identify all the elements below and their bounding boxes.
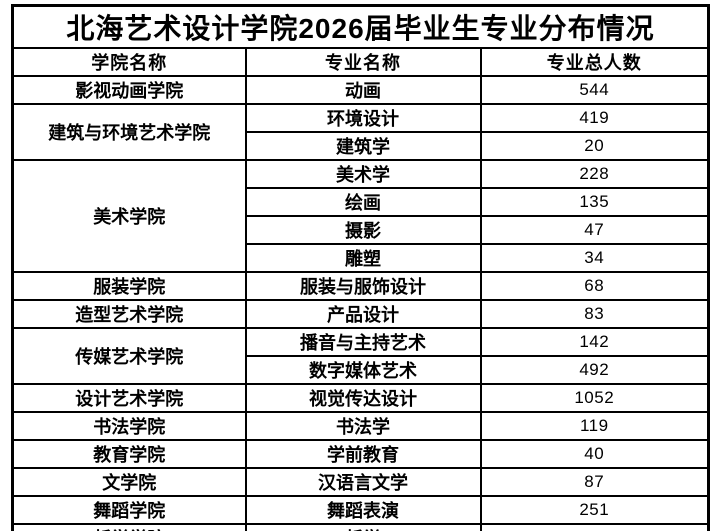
count-cell: 21 (479, 523, 710, 531)
column-header-major: 专业名称 (244, 47, 482, 77)
college-cell: 建筑与环境艺术学院 (11, 103, 247, 161)
college-cell: 服装学院 (11, 271, 247, 301)
table-row: 舞蹈学院 舞蹈表演 251 (11, 495, 710, 525)
count-cell: 68 (479, 271, 710, 301)
table-row: 数字媒体艺术 492 (13, 355, 710, 385)
table-row: 设计艺术学院 视觉传达设计 1052 (11, 383, 710, 413)
count-cell: 492 (479, 355, 710, 385)
table-title: 北海艺术设计学院2026届毕业生专业分布情况 (11, 4, 710, 49)
table-row: 摄影 47 (13, 215, 710, 245)
college-cell: 设计艺术学院 (11, 383, 247, 413)
count-cell: 251 (479, 495, 710, 525)
major-distribution-table: 北海艺术设计学院2026届毕业生专业分布情况 学院名称 专业名称 专业总人数 影… (11, 4, 711, 531)
major-cell: 视觉传达设计 (244, 383, 482, 413)
table-row: 雕塑 34 (13, 243, 710, 273)
major-cell: 数字媒体艺术 (244, 355, 482, 385)
major-cell: 动画 (244, 75, 482, 105)
college-cell: 美术学院 (11, 159, 247, 273)
college-cell: 传媒艺术学院 (11, 327, 247, 385)
major-cell: 雕塑 (244, 243, 482, 273)
table-row: 文学院 汉语言文学 87 (11, 467, 710, 497)
college-cell: 书法学院 (11, 411, 247, 441)
count-cell: 40 (479, 439, 710, 469)
count-cell: 34 (479, 243, 710, 273)
table-body: 影视动画学院 动画 544 建筑与环境艺术学院 环境设计 419 建筑学 20 美术学院 美术学 2… (11, 75, 710, 531)
count-cell: 135 (479, 187, 710, 217)
table-row: 服装学院 服装与服饰设计 68 (11, 271, 710, 301)
count-cell: 119 (479, 411, 710, 441)
count-cell: 228 (479, 159, 710, 189)
college-cell: 文学院 (11, 467, 247, 497)
college-cell: 舞蹈学院 (11, 495, 247, 525)
count-cell: 419 (479, 103, 710, 133)
table-row: 传媒艺术学院 播音与主持艺术 142 (11, 327, 710, 385)
count-cell: 544 (479, 75, 710, 105)
table-row: 绘画 135 (13, 187, 710, 217)
major-cell: 播音与主持艺术 (244, 327, 482, 357)
table-row: 影视动画学院 动画 544 (11, 75, 710, 105)
table-row: 建筑学 20 (13, 131, 710, 161)
table-row: 美术学院 美术学 228 (11, 159, 710, 273)
major-cell: 书法学 (244, 411, 482, 441)
count-cell: 142 (479, 327, 710, 357)
table-row: 哲学学院哲学21 (11, 523, 710, 531)
major-cell: 建筑学 (244, 131, 482, 161)
table-row: 书法学院 书法学 119 (11, 411, 710, 441)
major-cell: 服装与服饰设计 (244, 271, 482, 301)
count-cell: 47 (479, 215, 710, 245)
table-row: 建筑与环境艺术学院 环境设计 419 (11, 103, 710, 161)
college-cell: 教育学院 (11, 439, 247, 469)
count-cell: 87 (479, 467, 710, 497)
table-row: 造型艺术学院 产品设计 83 (11, 299, 710, 329)
college-cell: 影视动画学院 (11, 75, 247, 105)
count-cell: 83 (479, 299, 710, 329)
college-cell: 哲学学院 (11, 523, 247, 531)
count-cell: 20 (479, 131, 710, 161)
header-row: 学院名称 专业名称 专业总人数 (11, 47, 710, 77)
major-cell: 绘画 (244, 187, 482, 217)
major-cell: 美术学 (244, 159, 482, 189)
title-row: 北海艺术设计学院2026届毕业生专业分布情况 (11, 4, 710, 49)
major-cell: 舞蹈表演 (244, 495, 482, 525)
table-row: 教育学院 学前教育 40 (11, 439, 710, 469)
major-cell: 产品设计 (244, 299, 482, 329)
column-header-college: 学院名称 (11, 47, 247, 77)
major-cell: 环境设计 (244, 103, 482, 133)
column-header-count: 专业总人数 (479, 47, 710, 77)
major-cell: 摄影 (244, 215, 482, 245)
count-cell: 1052 (479, 383, 710, 413)
major-cell: 学前教育 (244, 439, 482, 469)
college-cell: 造型艺术学院 (11, 299, 247, 329)
major-cell: 汉语言文学 (244, 467, 482, 497)
major-cell: 哲学 (244, 523, 482, 531)
